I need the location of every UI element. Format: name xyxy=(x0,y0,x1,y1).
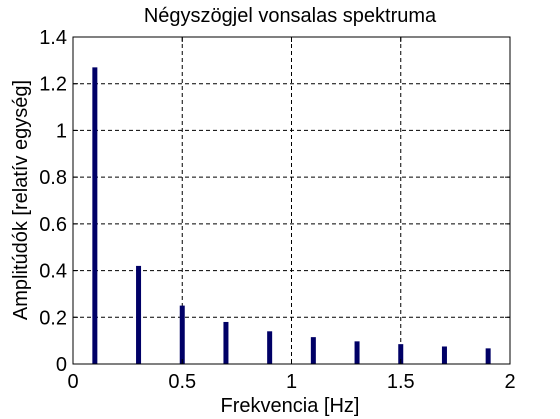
bar xyxy=(441,346,447,364)
bar xyxy=(485,348,491,364)
y-tick-label: 0.8 xyxy=(39,167,67,189)
y-tick-label: 0.2 xyxy=(39,307,67,329)
x-axis-title: Frekvencia [Hz] xyxy=(221,395,360,417)
grid xyxy=(73,37,510,364)
y-axis-title: Amplitúdók [relatív egység] xyxy=(10,80,32,320)
ticks: 0 0.5 1 1.5 2 0 0.2 0.4 0.6 0.8 1 1.2 1.4 xyxy=(39,27,515,393)
y-tick-label: 1 xyxy=(56,120,67,142)
y-tick-label: 1.2 xyxy=(39,74,67,96)
bar xyxy=(179,305,185,364)
y-tick-label: 0.4 xyxy=(39,261,67,283)
y-tick-label: 0.6 xyxy=(39,214,67,236)
bar xyxy=(136,265,142,364)
bar xyxy=(354,341,360,364)
y-tick-label: 0 xyxy=(56,354,67,376)
y-tick-label: 1.4 xyxy=(39,27,67,49)
x-tick-label: 0.5 xyxy=(168,371,196,393)
bar xyxy=(310,337,316,364)
x-tick-label: 1.5 xyxy=(387,371,415,393)
bar xyxy=(398,344,404,364)
x-tick-label: 2 xyxy=(504,371,515,393)
bars xyxy=(92,67,491,364)
bar xyxy=(223,321,229,364)
x-tick-label: 1 xyxy=(286,371,297,393)
bar xyxy=(267,331,273,364)
chart-title: Négyszögjel vonsalas spektruma xyxy=(144,5,437,27)
bar xyxy=(92,67,98,364)
x-tick-label: 0 xyxy=(67,371,78,393)
plot-frame xyxy=(72,36,511,365)
